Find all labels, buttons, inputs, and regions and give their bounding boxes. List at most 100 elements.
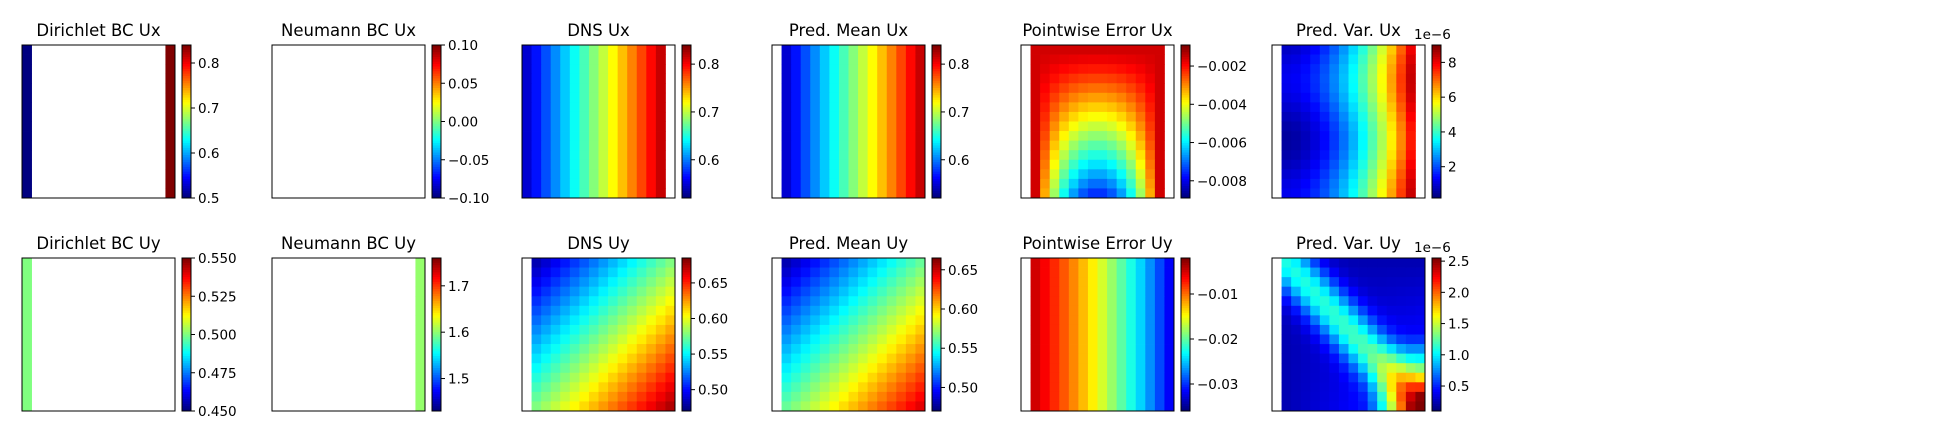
colorbar-step (432, 176, 441, 180)
colorbar-tick-label: 0.8 (948, 57, 969, 73)
heatmap-cell (1329, 391, 1340, 402)
heatmap-cell (560, 344, 571, 355)
heatmap-cell (588, 150, 599, 161)
heatmap-cell (1377, 111, 1388, 122)
colorbar-step (1432, 344, 1441, 347)
heatmap-cell (905, 286, 916, 297)
heatmap-cell (1319, 178, 1330, 189)
heatmap-cell (896, 334, 907, 345)
heatmap-cell (550, 111, 561, 122)
heatmap-cell (819, 73, 830, 84)
heatmap-cell (1367, 296, 1378, 307)
panel-5: Pointwise Error Ux−0.008−0.006−0.004−0.0… (1020, 21, 1247, 199)
colorbar-step (432, 258, 441, 261)
heatmap-cell (569, 353, 580, 364)
heatmap-cell (1367, 178, 1378, 189)
heatmap-cell (877, 159, 888, 170)
colorbar-step (682, 195, 691, 199)
colorbar-step (1181, 128, 1190, 132)
colorbar-tick-label: 0.50 (698, 383, 728, 399)
heatmap-cell (627, 344, 638, 355)
heatmap-cell (1059, 169, 1070, 180)
heatmap-cell (415, 382, 426, 393)
heatmap-cell (877, 121, 888, 132)
heatmap-cell (531, 334, 542, 345)
colorbar-step (1432, 104, 1441, 108)
colorbar-step (932, 272, 941, 276)
heatmap-cell (22, 54, 32, 65)
colorbar-step (1432, 310, 1441, 314)
heatmap-cell (1087, 92, 1098, 103)
heatmap-cell (1135, 178, 1146, 189)
heatmap-cell (800, 54, 811, 65)
heatmap-cell (877, 277, 888, 288)
heatmap-cell (886, 73, 897, 84)
colorbar-step (432, 379, 441, 383)
heatmap-cell (1030, 64, 1041, 75)
colorbar-step (182, 121, 191, 125)
heatmap-cell (1049, 54, 1060, 65)
heatmap-cell (848, 150, 859, 161)
heatmap-cell (1300, 64, 1311, 75)
heatmap-cell (1097, 391, 1108, 402)
heatmap-cell (617, 159, 628, 170)
heatmap-cell (550, 401, 561, 412)
heatmap-cell (1319, 372, 1330, 383)
heatmap-cell (896, 305, 907, 316)
heatmap-cell (655, 150, 666, 161)
colorbar-step (1432, 56, 1441, 60)
colorbar-step (1181, 269, 1190, 273)
heatmap-cell (1049, 121, 1060, 132)
heatmap-cell (1040, 267, 1051, 278)
colorbar-step (1181, 363, 1190, 367)
heatmap-cell (588, 324, 599, 335)
colorbar-step (182, 169, 191, 173)
heatmap-cell (531, 54, 542, 65)
heatmap-cell (569, 305, 580, 316)
heatmap-cell (598, 372, 609, 383)
heatmap-cell (627, 45, 638, 55)
heatmap-cell (1281, 296, 1292, 307)
heatmap-cell (531, 64, 542, 75)
colorbar-step (432, 332, 441, 335)
heatmap-cell (531, 258, 542, 268)
colorbar-step (932, 47, 941, 51)
heatmap-cell (1145, 159, 1156, 170)
colorbar-tick-label: 0.450 (198, 404, 237, 420)
colorbar-step (932, 327, 941, 331)
heatmap-cell (791, 286, 802, 297)
heatmap-cell (531, 324, 542, 335)
heatmap-cell (1358, 102, 1369, 113)
heatmap-cell (1338, 140, 1349, 151)
heatmap-cell (829, 45, 840, 55)
heatmap-cell (415, 372, 426, 383)
heatmap-cell (1116, 169, 1127, 180)
colorbar-step (682, 135, 691, 139)
heatmap-cell (22, 45, 32, 55)
heatmap-cell (915, 334, 926, 345)
heatmap-cell (1329, 258, 1340, 268)
heatmap-cell (1291, 64, 1302, 75)
colorbar-step (432, 377, 441, 381)
colorbar-step (1432, 322, 1441, 326)
heatmap-cell (1300, 140, 1311, 151)
heatmap-cell (569, 286, 580, 297)
heatmap-cell (1135, 73, 1146, 84)
heatmap-cell (1087, 334, 1098, 345)
heatmap-cell (1107, 140, 1118, 151)
heatmap-cell (838, 54, 849, 65)
heatmap-cell (781, 102, 792, 113)
heatmap-cell (915, 73, 926, 84)
heatmap-cell (819, 92, 830, 103)
heatmap-cell (867, 54, 878, 65)
colorbar-step (932, 193, 941, 197)
heatmap-cell (781, 54, 792, 65)
heatmap-cell (867, 258, 878, 268)
colorbar-step (182, 360, 191, 364)
heatmap-cell (1059, 372, 1070, 383)
colorbar-tick-label: 0.55 (948, 341, 978, 357)
heatmap-cell (800, 121, 811, 132)
colorbar-step (682, 45, 691, 48)
colorbar-tick-label: 2.5 (1448, 254, 1469, 270)
